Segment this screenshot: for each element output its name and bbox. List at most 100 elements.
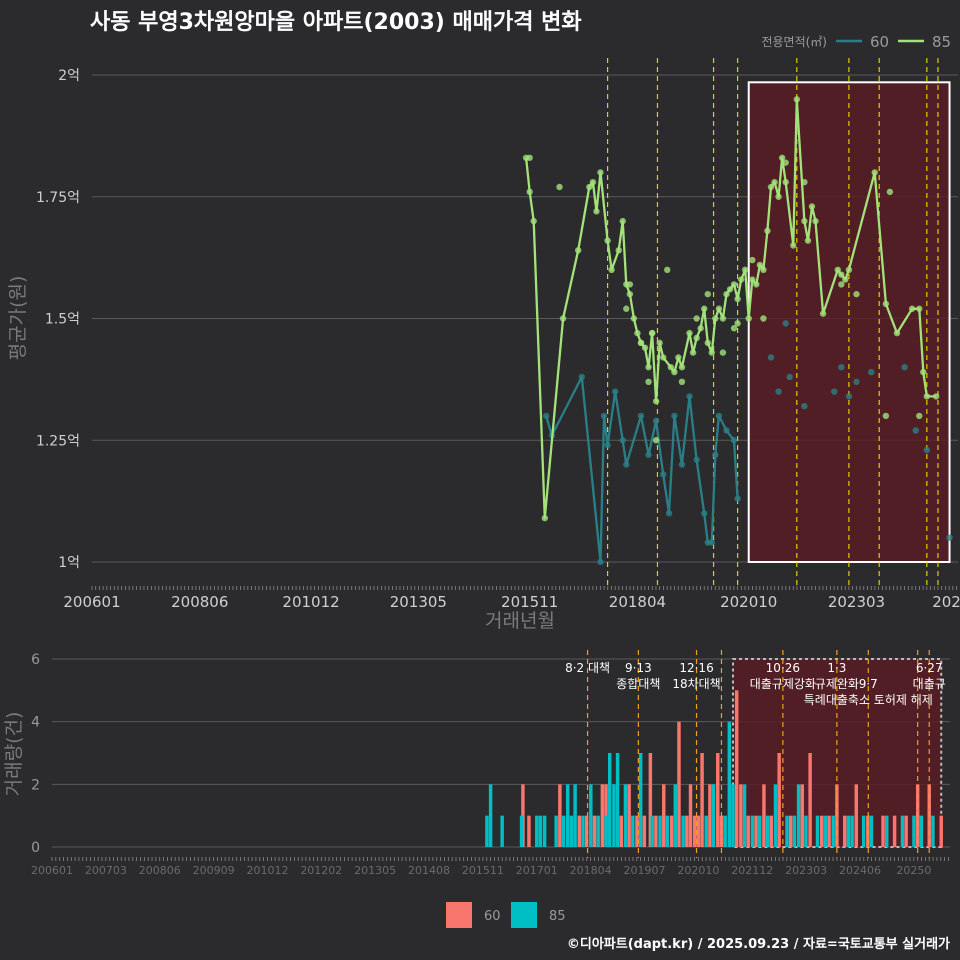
volume-bar-85	[596, 815, 600, 847]
price-point-60	[946, 534, 953, 541]
price-y-axis-label: 평균가(원)	[7, 276, 29, 361]
price-legend: 전용면적(㎡) 60 85	[761, 33, 951, 51]
price-point-85	[530, 217, 537, 225]
volume-bar-85	[831, 815, 835, 847]
price-point-60	[597, 558, 604, 566]
volume-bar-85	[638, 753, 643, 847]
volume-bar-85	[723, 815, 727, 847]
price-point-85	[734, 295, 741, 303]
price-point-60	[604, 441, 611, 449]
volume-bar-85	[758, 815, 762, 847]
volume-bar-60	[527, 815, 531, 847]
policy-annotation: 9·7	[859, 677, 878, 691]
price-point-85	[660, 354, 667, 361]
price-point-85	[734, 320, 741, 327]
price-point-85	[652, 437, 660, 444]
volume-bar-85	[542, 815, 547, 847]
price-point-85	[526, 188, 533, 196]
policy-annotation: 특례대출축소 토허제 해제	[804, 693, 933, 707]
price-point-85	[723, 290, 730, 298]
price-point-85	[812, 217, 819, 225]
price-point-85	[689, 349, 697, 356]
volume-bar-60	[746, 815, 750, 847]
price-x-tick-label: 202010	[720, 593, 777, 611]
volume-bar-60	[592, 815, 597, 847]
price-point-85	[664, 266, 671, 273]
price-point-85	[778, 154, 786, 161]
volume-bar-60	[654, 815, 658, 847]
price-point-60	[801, 402, 808, 410]
price-point-85	[749, 256, 756, 264]
volume-bar-85	[815, 815, 820, 847]
volume-bar-85	[631, 815, 635, 847]
volume-bar-60	[677, 721, 681, 847]
price-point-85	[526, 154, 533, 161]
policy-annotation: 종합대책	[616, 676, 660, 691]
price-y-tick-label: 2억	[58, 68, 80, 84]
price-x-tick-label: 200806	[171, 593, 228, 611]
price-point-60	[782, 320, 789, 327]
price-x-tick-label: 200601	[63, 593, 120, 611]
price-point-85	[819, 310, 827, 317]
volume-x-tick-label: 202406	[839, 864, 881, 877]
price-point-85	[893, 329, 901, 337]
price-point-85	[745, 315, 752, 322]
volume-bar-85	[704, 815, 708, 847]
volume-y-tick-label: 4	[31, 715, 40, 731]
volume-bar-85	[850, 815, 854, 847]
volume-bar-85	[658, 815, 662, 847]
price-point-60	[838, 364, 845, 371]
price-point-60	[901, 364, 908, 371]
volume-x-tick-label: 200909	[193, 864, 235, 877]
volume-bar-85	[589, 784, 593, 847]
volume-legend-label-85: 85	[549, 909, 566, 924]
volume-x-tick-label: 200601	[31, 864, 73, 877]
volume-bar-85	[919, 815, 924, 847]
volume-bar-60	[700, 753, 704, 847]
price-point-85	[675, 354, 682, 361]
price-point-60	[611, 388, 619, 395]
volume-bar-60	[685, 815, 689, 847]
price-point-85	[708, 349, 715, 356]
volume-bar-85	[727, 721, 732, 847]
price-point-60	[542, 412, 550, 420]
volume-bar-60	[669, 815, 674, 847]
volume-y-tick-label: 2	[31, 777, 40, 793]
volume-bar-85	[569, 815, 574, 847]
price-point-85	[726, 286, 734, 293]
volume-bar-85	[607, 753, 612, 847]
volume-x-tick-label: 20250	[896, 864, 931, 877]
price-point-85	[593, 208, 600, 215]
price-point-60	[619, 437, 626, 444]
price-point-85	[932, 393, 940, 400]
volume-x-tick-label: 202303	[785, 864, 827, 877]
price-point-85	[730, 325, 738, 332]
price-point-85	[589, 178, 597, 186]
price-point-85	[608, 266, 615, 273]
price-point-85	[790, 242, 797, 249]
policy-annotation: 8·2 대책	[565, 660, 610, 675]
price-point-85	[756, 261, 764, 269]
volume-bar-85	[742, 784, 747, 847]
volume-bar-85	[673, 784, 678, 847]
price-point-60	[845, 393, 853, 400]
volume-bar-85	[561, 815, 566, 847]
price-y-tick-label: 1.25억	[36, 433, 80, 449]
price-point-85	[834, 266, 841, 273]
price-point-85	[760, 266, 767, 273]
price-point-85	[782, 159, 789, 166]
volume-x-tick-label: 201305	[354, 864, 396, 877]
price-line-60	[544, 375, 739, 564]
price-point-60	[708, 539, 715, 546]
volume-bar-60	[688, 784, 693, 847]
price-point-85	[586, 183, 593, 191]
price-x-tick-label: 201804	[609, 593, 666, 611]
price-x-tick-label: 201012	[282, 593, 339, 611]
price-point-85	[749, 276, 756, 283]
price-point-85	[626, 281, 634, 288]
volume-x-tick-label: 201804	[570, 864, 612, 877]
price-point-85	[678, 378, 686, 386]
price-point-85	[793, 96, 801, 103]
price-point-85	[634, 329, 641, 337]
